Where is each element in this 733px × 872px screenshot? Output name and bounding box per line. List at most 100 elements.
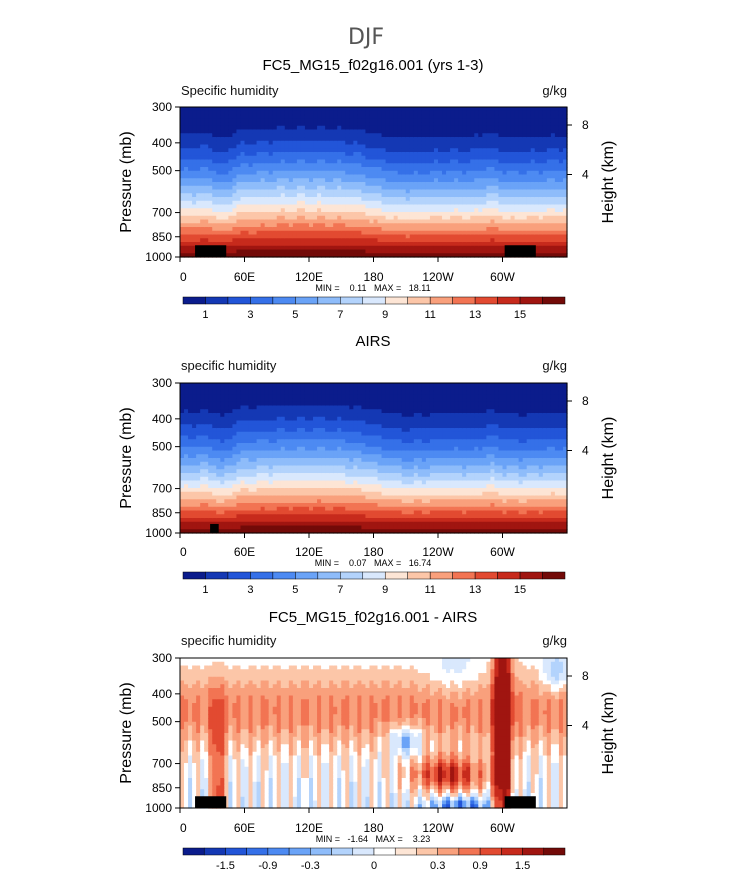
heatmap-cell bbox=[212, 428, 217, 433]
heatmap-cell bbox=[212, 435, 217, 440]
heatmap-cell bbox=[333, 227, 338, 232]
heatmap-cell bbox=[284, 424, 290, 429]
heatmap-cell bbox=[288, 238, 294, 243]
heatmap-cell bbox=[381, 159, 387, 164]
heatmap-cell bbox=[506, 230, 512, 236]
heatmap-cell bbox=[240, 122, 246, 127]
heatmap-cell bbox=[466, 159, 471, 164]
heatmap-cell bbox=[244, 390, 250, 395]
heatmap-cell bbox=[248, 473, 254, 478]
heatmap-cell bbox=[373, 167, 379, 172]
heatmap-cell bbox=[349, 155, 354, 161]
heatmap-cell bbox=[490, 253, 496, 258]
heatmap-cell bbox=[401, 148, 407, 153]
heatmap-cell bbox=[288, 234, 294, 239]
heatmap-cell bbox=[337, 152, 342, 157]
heatmap-cell bbox=[244, 458, 250, 463]
heatmap-cell bbox=[240, 424, 246, 429]
heatmap-cell bbox=[425, 167, 431, 172]
heatmap-cell bbox=[252, 114, 258, 119]
heatmap-cell bbox=[546, 178, 552, 183]
heatmap-cell bbox=[530, 107, 536, 112]
heatmap-cell bbox=[341, 133, 346, 138]
heatmap-cell bbox=[184, 506, 189, 512]
heatmap-cell bbox=[466, 185, 471, 191]
heatmap-cell bbox=[272, 129, 278, 134]
heatmap-cell bbox=[256, 212, 262, 217]
heatmap-cell bbox=[240, 144, 246, 149]
heatmap-cell bbox=[224, 170, 229, 176]
heatmap-cell bbox=[562, 227, 568, 232]
heatmap-cell bbox=[494, 122, 500, 127]
heatmap-cell bbox=[514, 200, 520, 206]
heatmap-cell bbox=[438, 215, 443, 221]
heatmap-cell bbox=[208, 122, 213, 127]
heatmap-cell bbox=[256, 249, 262, 254]
heatmap-cell bbox=[542, 148, 548, 153]
heatmap-cell bbox=[268, 461, 274, 467]
heatmap-cell bbox=[180, 200, 185, 206]
heatmap-cell bbox=[244, 476, 250, 482]
heatmap-cell bbox=[276, 189, 282, 194]
heatmap-cell bbox=[494, 212, 500, 217]
heatmap-cell bbox=[442, 122, 447, 127]
heatmap-cell bbox=[554, 227, 560, 232]
heatmap-cell bbox=[417, 208, 423, 213]
heatmap-cell bbox=[458, 242, 463, 247]
heatmap-cell bbox=[494, 159, 500, 164]
heatmap-cell bbox=[292, 133, 298, 138]
heatmap-cell bbox=[304, 253, 310, 258]
heatmap-cell bbox=[510, 185, 516, 191]
heatmap-cell bbox=[478, 249, 483, 254]
heatmap-cell bbox=[405, 204, 411, 209]
heatmap-cell bbox=[208, 394, 213, 399]
heatmap-cell bbox=[196, 480, 201, 485]
heatmap-cell bbox=[296, 148, 302, 153]
heatmap-cell bbox=[232, 170, 238, 176]
heatmap-cell bbox=[248, 152, 254, 157]
heatmap-cell bbox=[232, 197, 238, 202]
heatmap-cell bbox=[196, 435, 201, 440]
heatmap-cell bbox=[212, 129, 217, 134]
heatmap-cell bbox=[478, 152, 483, 157]
heatmap-cell bbox=[369, 159, 375, 164]
heatmap-cell bbox=[446, 253, 451, 258]
heatmap-cell bbox=[478, 238, 483, 243]
heatmap-cell bbox=[421, 245, 427, 251]
heatmap-cell bbox=[325, 219, 330, 224]
heatmap-cell bbox=[438, 163, 443, 168]
heatmap-cell bbox=[421, 189, 427, 194]
heatmap-cell bbox=[518, 122, 524, 127]
heatmap-cell bbox=[442, 110, 447, 116]
heatmap-cell bbox=[200, 514, 205, 519]
heatmap-cell bbox=[236, 394, 242, 399]
heatmap-cell bbox=[220, 137, 225, 142]
heatmap-cell bbox=[184, 390, 189, 395]
heatmap-cell bbox=[292, 189, 298, 194]
heatmap-cell bbox=[317, 163, 322, 168]
heatmap-cell bbox=[442, 140, 447, 146]
heatmap-cell bbox=[514, 185, 520, 191]
heatmap-cell bbox=[292, 204, 298, 209]
heatmap-cell bbox=[381, 152, 387, 157]
heatmap-cell bbox=[522, 137, 528, 142]
heatmap-cell bbox=[518, 118, 524, 123]
heatmap-cell bbox=[252, 227, 258, 232]
heatmap-cell bbox=[264, 249, 270, 254]
heatmap-cell bbox=[385, 110, 391, 116]
heatmap-cell bbox=[470, 122, 475, 127]
heatmap-cell bbox=[212, 152, 217, 157]
heatmap-cell bbox=[522, 212, 528, 217]
heatmap-cell bbox=[361, 215, 367, 221]
heatmap-cell bbox=[558, 200, 564, 206]
heatmap-cell bbox=[321, 114, 326, 119]
heatmap-cell bbox=[429, 114, 435, 119]
heatmap-cell bbox=[337, 227, 342, 232]
heatmap-cell bbox=[272, 219, 278, 224]
heatmap-cell bbox=[562, 137, 568, 142]
heatmap-cell bbox=[502, 110, 508, 116]
heatmap-cell bbox=[442, 129, 447, 134]
heatmap-cell bbox=[526, 182, 532, 187]
heatmap-cell bbox=[188, 469, 193, 474]
heatmap-cell bbox=[349, 223, 354, 228]
